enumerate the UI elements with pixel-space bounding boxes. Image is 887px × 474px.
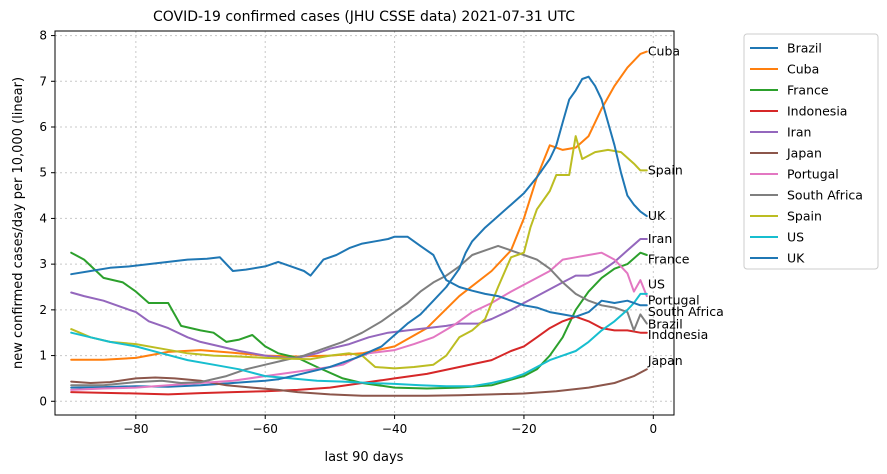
x-tick-label: 0 <box>649 422 657 436</box>
series-line-portugal <box>70 251 648 391</box>
legend-label-cuba: Cuba <box>787 62 819 77</box>
end-label-spain: Spain <box>648 162 683 177</box>
legend-label-us: US <box>787 230 804 245</box>
legend-label-france: France <box>787 83 829 98</box>
series-line-brazil <box>70 378 280 389</box>
series-line-indonesia <box>70 315 648 396</box>
x-tick-label: −80 <box>123 422 148 436</box>
y-tick-label: 1 <box>39 349 47 363</box>
series-lines <box>70 50 648 397</box>
chart-title: COVID-19 confirmed cases (JHU CSSE data)… <box>153 9 575 25</box>
x-axis-label: last 90 days <box>325 450 404 465</box>
y-tick-label: 2 <box>39 303 47 317</box>
x-tick-label: −40 <box>382 422 407 436</box>
end-label-cuba: Cuba <box>648 44 680 59</box>
y-tick-label: 3 <box>39 257 47 271</box>
y-tick-label: 5 <box>39 166 47 180</box>
end-label-south-africa: South Africa <box>648 304 724 319</box>
series-line-france <box>70 251 648 390</box>
legend-label-spain: Spain <box>787 209 822 224</box>
y-tick-label: 7 <box>39 74 47 88</box>
x-tick-label: −20 <box>511 422 536 436</box>
plot-frame <box>54 30 675 416</box>
end-label-brazil: Brazil <box>648 316 683 331</box>
end-label-indonesia: Indonesia <box>648 327 708 342</box>
series-line-iran <box>70 238 648 359</box>
legend-label-uk: UK <box>787 251 805 266</box>
y-tick-label: 8 <box>39 29 47 43</box>
y-axis-label: new confirmed cases/day per 10,000 (line… <box>11 77 26 369</box>
end-label-us: US <box>648 277 665 292</box>
legend-label-brazil: Brazil <box>787 41 822 56</box>
legend-label-portugal: Portugal <box>787 167 839 182</box>
end-label-france: France <box>648 252 690 267</box>
series-line-spain <box>70 135 648 370</box>
series-line-cuba <box>70 50 648 361</box>
legend-label-indonesia: Indonesia <box>787 104 847 119</box>
grid-lines <box>55 31 674 415</box>
legend-label-iran: Iran <box>787 125 811 140</box>
legend-label-japan: Japan <box>786 146 822 161</box>
end-label-japan: Japan <box>647 353 683 368</box>
axis-ticks: −80 −60 −40 −20 0 0 1 2 3 4 5 6 7 8 <box>39 29 657 436</box>
legend: Brazil Cuba France Indonesia Iran Japan Portug… <box>743 33 879 270</box>
end-label-uk: UK <box>648 208 666 223</box>
x-tick-label: −60 <box>253 422 278 436</box>
end-label-iran: Iran <box>648 231 672 246</box>
series-line-us <box>70 292 648 388</box>
series-line-japan <box>70 368 648 397</box>
y-tick-label: 6 <box>39 120 47 134</box>
legend-box <box>743 33 879 270</box>
series-line-uk <box>70 235 648 318</box>
legend-label-south-africa: South Africa <box>787 188 863 203</box>
series-line-south-africa <box>70 244 648 387</box>
end-label-portugal: Portugal <box>648 293 700 308</box>
y-tick-label: 0 <box>39 394 47 408</box>
series-line-uk <box>277 75 648 381</box>
y-tick-label: 4 <box>39 211 47 225</box>
